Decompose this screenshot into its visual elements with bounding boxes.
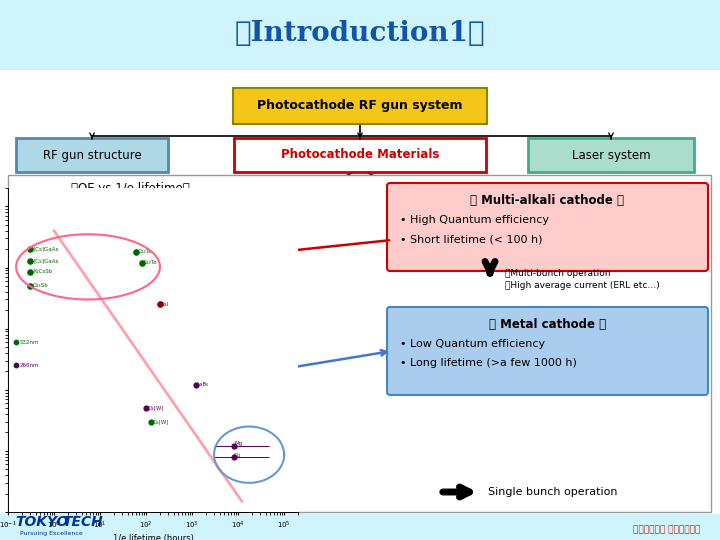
FancyBboxPatch shape (387, 183, 708, 271)
Text: 》 Multi-alkali cathode 《: 》 Multi-alkali cathode 《 (470, 193, 624, 206)
Point (130, 248, 142, 256)
Text: LaB₆: LaB₆ (197, 382, 209, 387)
Text: Laser system: Laser system (572, 148, 650, 161)
X-axis label: 1/e lifetime (hours): 1/e lifetime (hours) (112, 534, 194, 540)
Text: Single bunch operation: Single bunch operation (488, 487, 618, 497)
Text: Mg: Mg (234, 441, 242, 447)
Point (24, 281, 36, 290)
FancyBboxPatch shape (234, 138, 486, 172)
Point (24, 245, 36, 253)
Point (24, 256, 36, 265)
Text: Cu: Cu (234, 453, 241, 458)
Point (24, 267, 36, 276)
FancyBboxPatch shape (0, 514, 720, 540)
Point (228, 442, 240, 450)
Text: Cs₁Sb: Cs₁Sb (33, 284, 49, 288)
Text: [Cs]GaAs: [Cs]GaAs (33, 247, 58, 252)
FancyBboxPatch shape (16, 138, 168, 172)
Point (10, 338, 22, 347)
Text: Photocathode RF gun system: Photocathode RF gun system (257, 99, 463, 112)
FancyBboxPatch shape (0, 70, 720, 540)
Text: 》Photoemission Properties《: 》Photoemission Properties《 (453, 183, 607, 193)
Point (145, 417, 157, 426)
Text: RF gun structure: RF gun structure (42, 148, 141, 161)
Text: 532nm: 532nm (19, 340, 40, 345)
Point (140, 404, 152, 413)
FancyBboxPatch shape (8, 175, 711, 512)
Text: ・Multi-bunch operation: ・Multi-bunch operation (505, 268, 611, 278)
Text: Cs[W]: Cs[W] (148, 406, 164, 410)
FancyBboxPatch shape (387, 307, 708, 395)
Text: Multi-alkali, etc…: Multi-alkali, etc… (170, 243, 260, 253)
Point (190, 381, 202, 389)
Text: Metal &
Metallic compound: Metal & Metallic compound (89, 373, 187, 397)
Text: Cs[W]: Cs[W] (153, 419, 169, 424)
Point (136, 258, 148, 267)
Text: TECH: TECH (62, 515, 103, 529)
Point (10, 361, 22, 370)
Text: CsI: CsI (161, 302, 169, 307)
Point (228, 453, 240, 461)
Text: ・High average current (ERL etc…): ・High average current (ERL etc…) (505, 281, 660, 291)
Text: 》 Metal cathode 《: 》 Metal cathode 《 (489, 318, 606, 330)
Text: TOKYO: TOKYO (15, 515, 68, 529)
FancyBboxPatch shape (0, 0, 720, 70)
Text: 266nm: 266nm (19, 363, 40, 368)
Text: • Long lifetime (>a few 1000 h): • Long lifetime (>a few 1000 h) (400, 358, 577, 368)
Text: Cs₃Te: Cs₃Te (138, 249, 152, 254)
Text: Photocathode Materials: Photocathode Materials (281, 148, 439, 161)
Text: K₂CsSb: K₂CsSb (33, 269, 53, 274)
FancyBboxPatch shape (233, 88, 487, 124)
Text: [Cs]GaAs: [Cs]GaAs (33, 258, 58, 263)
Text: • Short lifetime (< 100 h): • Short lifetime (< 100 h) (400, 234, 542, 244)
Point (154, 300, 166, 309)
Text: Cs₃Te: Cs₃Te (143, 260, 158, 265)
Text: 》QE vs 1/e lifetime《: 》QE vs 1/e lifetime《 (71, 181, 189, 194)
Text: • High Quantum efficiency: • High Quantum efficiency (400, 215, 549, 225)
Text: 》Introduction1《: 》Introduction1《 (235, 21, 485, 48)
Text: Pursuing Excellence: Pursuing Excellence (20, 530, 83, 536)
Text: 国立大学法人 東京工業大学: 国立大学法人 東京工業大学 (633, 525, 700, 535)
FancyBboxPatch shape (528, 138, 694, 172)
Text: • Low Quantum efficiency: • Low Quantum efficiency (400, 339, 545, 349)
